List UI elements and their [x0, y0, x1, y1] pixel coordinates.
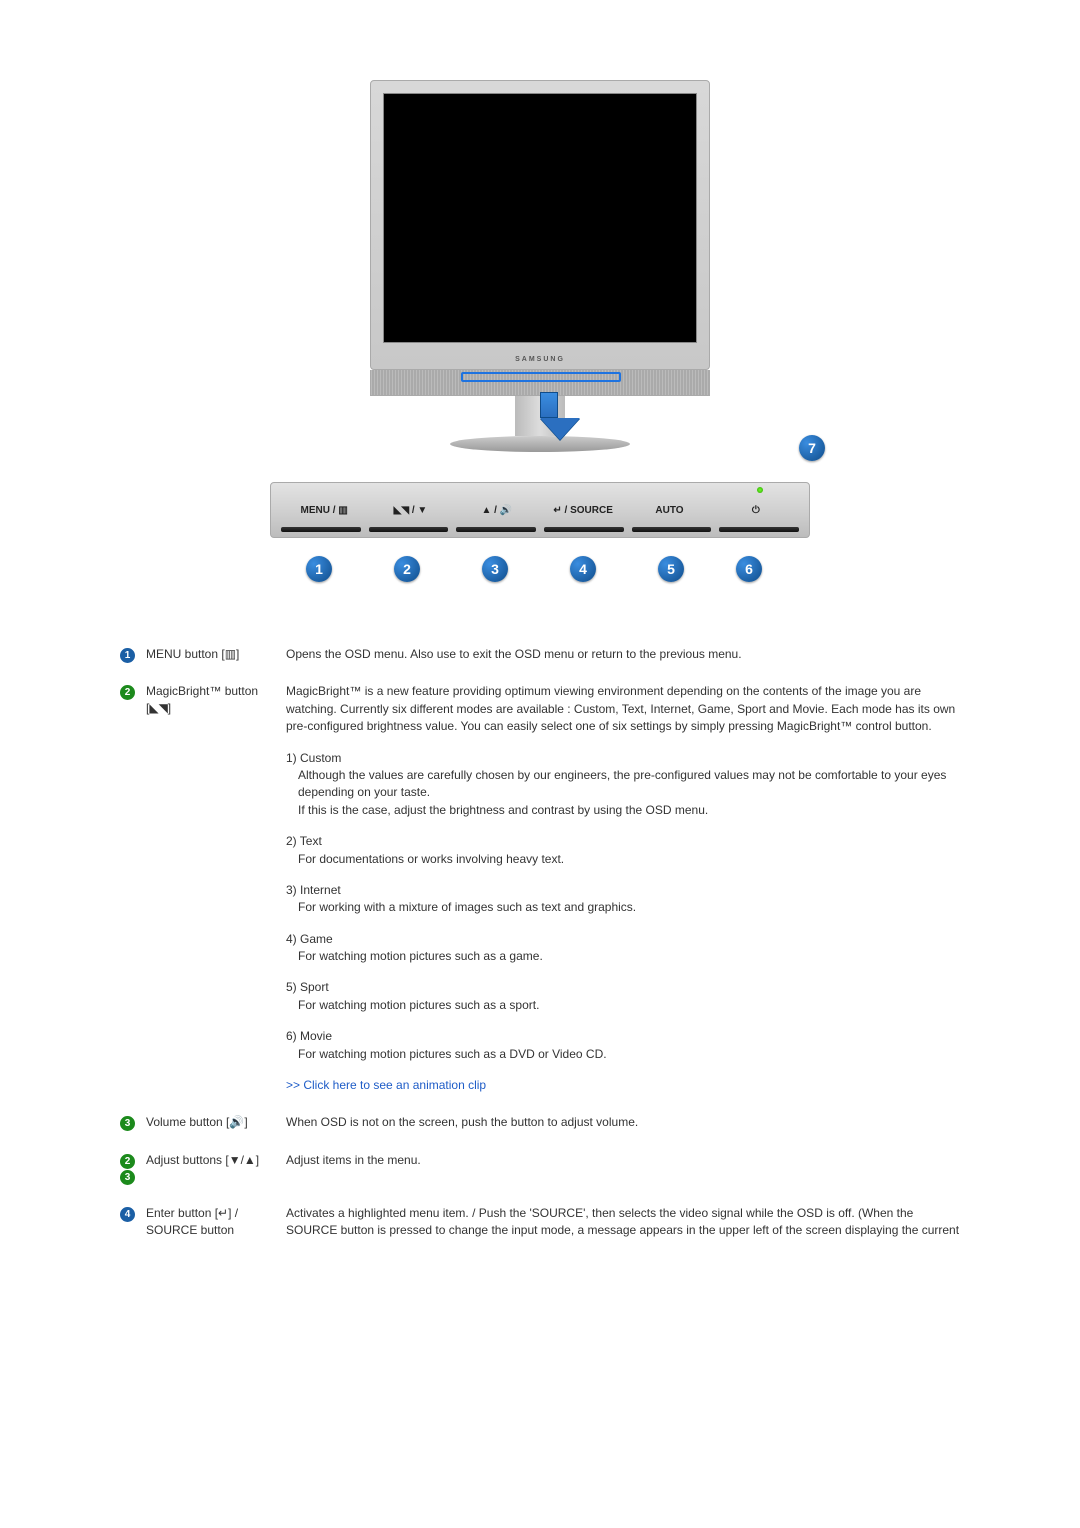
row-adjust: 23 Adjust buttons [▼/▲] Adjust items in …: [120, 1152, 960, 1185]
callout-1: 1: [306, 556, 332, 582]
enter-label: Enter button [↵] / SOURCE button: [146, 1205, 286, 1239]
mode-game-desc: For watching motion pictures such as a g…: [286, 948, 960, 965]
mode-sport: 5) Sport For watching motion pictures su…: [286, 979, 960, 1014]
mode-text-title: 2) Text: [286, 833, 960, 850]
callout-4: 4: [570, 556, 596, 582]
row-menu: 1 MENU button [▥] Opens the OSD menu. Al…: [120, 646, 960, 663]
button-underlines: [281, 527, 799, 533]
menu-label: MENU button [▥]: [146, 646, 286, 663]
control-bar-highlight: [461, 372, 621, 382]
enter-desc: Activates a highlighted menu item. / Pus…: [286, 1205, 960, 1240]
mode-text-desc: For documentations or works involving he…: [286, 851, 960, 868]
mode-custom-desc2: If this is the case, adjust the brightne…: [286, 802, 960, 819]
power-button-icon: ⏻: [713, 505, 799, 516]
volume-desc: When OSD is not on the screen, push the …: [286, 1114, 960, 1131]
mode-internet-title: 3) Internet: [286, 882, 960, 899]
mode-sport-title: 5) Sport: [286, 979, 960, 996]
mode-sport-desc: For watching motion pictures such as a s…: [286, 997, 960, 1014]
mode-movie-desc: For watching motion pictures such as a D…: [286, 1046, 960, 1063]
callout-6: 6: [736, 556, 762, 582]
bullet-2b-icon: 2: [120, 1154, 135, 1169]
mode-text: 2) Text For documentations or works invo…: [286, 833, 960, 868]
mode-custom-desc1: Although the values are carefully chosen…: [286, 767, 960, 802]
callouts-row: 1 2 3 4 5 6: [270, 556, 810, 596]
mode-game: 4) Game For watching motion pictures suc…: [286, 931, 960, 966]
row-enter: 4 Enter button [↵] / SOURCE button Activ…: [120, 1205, 960, 1240]
adjust-label: Adjust buttons [▼/▲]: [146, 1152, 286, 1169]
power-led-icon: [757, 487, 763, 493]
volume-button-label: ▲ / 🔊: [454, 505, 540, 516]
bullet-2-icon: 2: [120, 685, 135, 700]
adjust-desc: Adjust items in the menu.: [286, 1152, 960, 1169]
monitor-bezel: SAMSUNG: [370, 80, 710, 370]
menu-desc: Opens the OSD menu. Also use to exit the…: [286, 646, 960, 663]
magicbright-label: MagicBright™ button [◣◥]: [146, 683, 286, 717]
description-section: 1 MENU button [▥] Opens the OSD menu. Al…: [120, 646, 960, 1240]
callout-3: 3: [482, 556, 508, 582]
menu-button-label: MENU / ▥: [281, 505, 367, 516]
button-bar: MENU / ▥ ◣◥ / ▼ ▲ / 🔊 ↵ / SOURCE AUTO ⏻ …: [270, 482, 810, 538]
row-volume: 3 Volume button [🔊] When OSD is not on t…: [120, 1114, 960, 1131]
mode-custom-title: 1) Custom: [286, 750, 960, 767]
mode-internet: 3) Internet For working with a mixture o…: [286, 882, 960, 917]
mode-custom: 1) Custom Although the values are carefu…: [286, 750, 960, 820]
row-magicbright: 2 MagicBright™ button [◣◥] MagicBright™ …: [120, 683, 960, 1094]
mode-movie: 6) Movie For watching motion pictures su…: [286, 1028, 960, 1063]
volume-label: Volume button [🔊]: [146, 1114, 286, 1131]
bullet-3b-icon: 3: [120, 1170, 135, 1185]
magicbright-intro: MagicBright™ is a new feature providing …: [286, 683, 960, 735]
mode-game-title: 4) Game: [286, 931, 960, 948]
bullet-1-icon: 1: [120, 648, 135, 663]
magicbright-button-label: ◣◥ / ▼: [367, 505, 453, 516]
magicbright-desc: MagicBright™ is a new feature providing …: [286, 683, 960, 1094]
monitor-illustration: SAMSUNG MENU / ▥ ◣◥ / ▼ ▲ / 🔊 ↵ / SOURCE…: [270, 80, 810, 596]
bullet-4-icon: 4: [120, 1207, 135, 1222]
mode-internet-desc: For working with a mixture of images suc…: [286, 899, 960, 916]
callout-2: 2: [394, 556, 420, 582]
mode-movie-title: 6) Movie: [286, 1028, 960, 1045]
brand-label: SAMSUNG: [515, 356, 565, 363]
bullet-3-icon: 3: [120, 1116, 135, 1131]
callout-7: 7: [799, 435, 825, 461]
animation-clip-link[interactable]: >> Click here to see an animation clip: [286, 1077, 960, 1094]
source-button-label: ↵ / SOURCE: [540, 505, 626, 516]
mode-list: 1) Custom Although the values are carefu…: [286, 750, 960, 1063]
auto-button-label: AUTO: [626, 505, 712, 516]
callout-5: 5: [658, 556, 684, 582]
monitor-screen: [383, 93, 697, 343]
